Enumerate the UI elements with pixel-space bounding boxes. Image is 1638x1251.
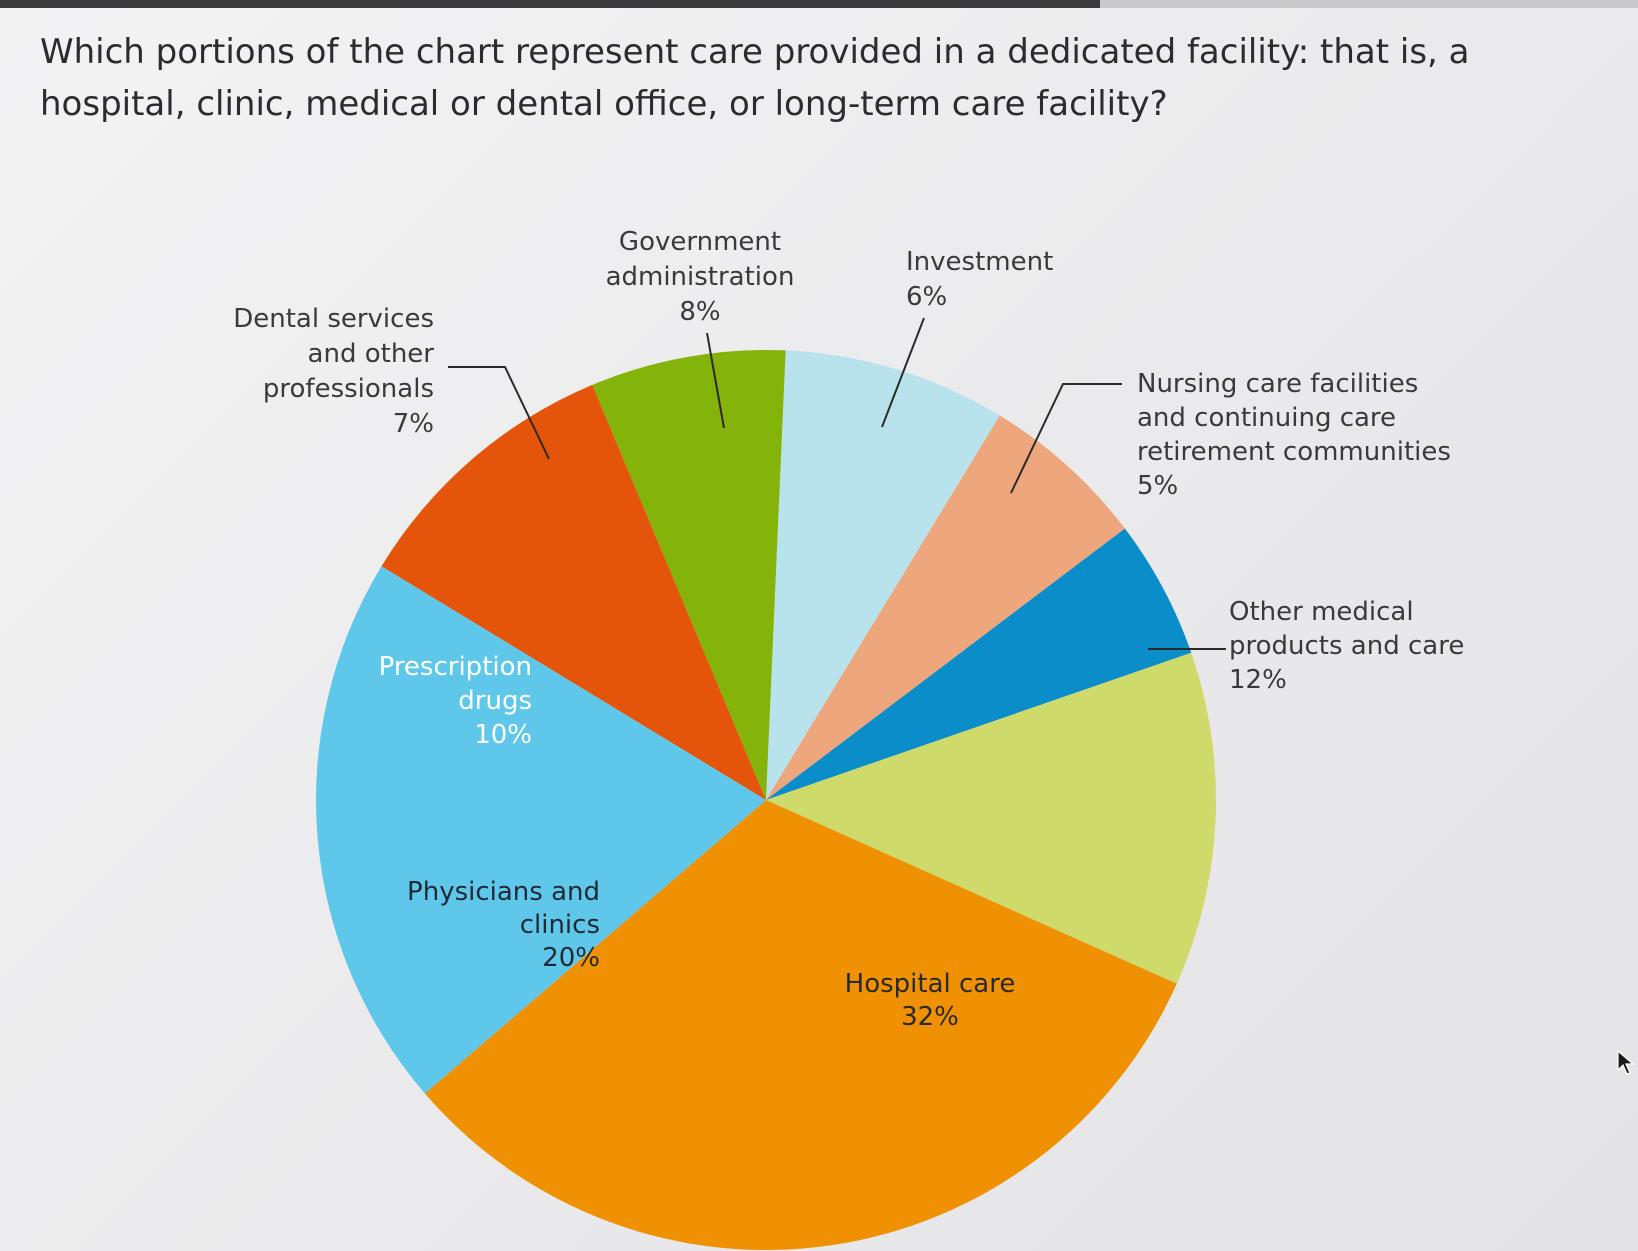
slice-hospital-care bbox=[424, 800, 1177, 1251]
slice-label-prescription: Prescription drugs 10% bbox=[379, 652, 532, 750]
slice-investment bbox=[766, 415, 1125, 800]
slice-label-government: Government administration 8% bbox=[606, 227, 795, 327]
top-bar bbox=[0, 0, 1638, 10]
slice-prescription bbox=[381, 384, 766, 800]
mouse-cursor-icon bbox=[1617, 1050, 1635, 1075]
slice-label-hospital-care: Hospital care 32% bbox=[845, 969, 1016, 1032]
leader-line-nursing-care-facilities bbox=[1010, 383, 1122, 494]
leader-line-government bbox=[706, 332, 725, 429]
leader-line-dental-services bbox=[448, 366, 550, 460]
slice-label-physicians-and: Physicians and clinics 20% bbox=[407, 877, 600, 973]
slice-physicians-and bbox=[316, 566, 766, 1094]
slice-other-medical bbox=[766, 652, 1217, 984]
slice-government bbox=[766, 350, 1000, 800]
slice-label-dental-services: Dental services and other professionals 7% bbox=[233, 304, 434, 439]
slice-nursing-care-facilities bbox=[766, 528, 1192, 800]
slice-label-nursing-care-facilities: Nursing care facilities and continuing ca… bbox=[1137, 369, 1451, 501]
slice-label-investment: Investment 6% bbox=[906, 247, 1053, 312]
slice-label-other-medical: Other medical products and care 12% bbox=[1229, 597, 1464, 695]
question-text: Which portions of the chart represent ca… bbox=[40, 32, 1470, 124]
leader-line-investment bbox=[881, 317, 925, 428]
slice-dental-services bbox=[592, 350, 786, 800]
